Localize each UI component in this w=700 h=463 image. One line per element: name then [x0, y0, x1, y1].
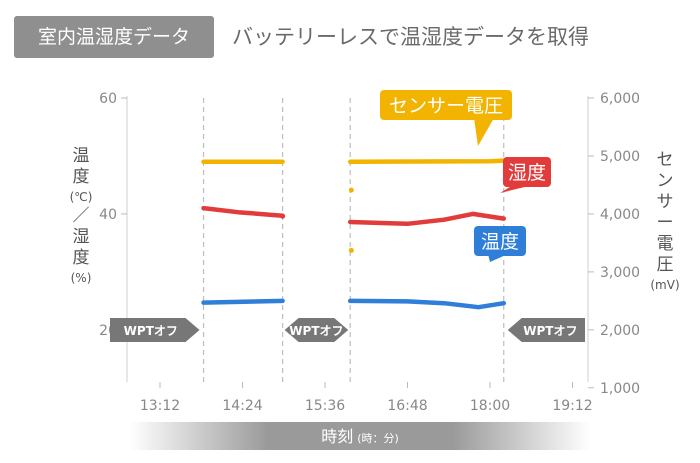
- x-tick-label: 16:48: [387, 398, 427, 414]
- callout-pointer: [474, 118, 494, 146]
- wpt-off-label: WPTオフ: [124, 324, 178, 338]
- left-axis-unit: (%): [70, 271, 92, 285]
- x-tick-label: 15:36: [305, 398, 345, 414]
- left-axis-label-char: ／: [72, 206, 90, 226]
- left-axis-label: 温 度 (℃) ／ 湿 度 (%): [66, 146, 96, 287]
- series-line: [201, 298, 285, 305]
- right-tick-label: 4,000: [600, 207, 640, 223]
- series-line: [201, 205, 285, 218]
- right-tick-label: 2,000: [600, 323, 640, 339]
- right-axis-label: セ ン サ ー 電 圧 (mV): [650, 150, 680, 294]
- right-tick-label: 6,000: [600, 91, 640, 107]
- series-line: [347, 298, 507, 310]
- right-tick-label: 3,000: [600, 265, 640, 281]
- wpt-off-arrow: [110, 318, 200, 342]
- left-axis-label-char: 温: [72, 146, 90, 166]
- chart-badge: 室内温湿度データ: [14, 16, 214, 58]
- wpt-off-arrow: [507, 318, 585, 342]
- callout-label: センサー電圧: [389, 95, 503, 117]
- x-axis-unit: (時：分): [357, 432, 399, 445]
- wpt-off-label: WPTオフ: [523, 324, 577, 338]
- x-tick-label: 19:12: [552, 398, 592, 414]
- right-axis-label-char: 電: [656, 234, 674, 254]
- callout-label: 湿度: [508, 162, 546, 184]
- right-axis-label-char: 圧: [656, 255, 674, 275]
- right-axis-label-char: ン: [656, 171, 674, 191]
- callout-label: 温度: [481, 231, 519, 253]
- series-line: [347, 158, 507, 165]
- series-point: [348, 187, 354, 193]
- left-axis-label-char: 湿: [72, 227, 90, 247]
- series-line: [347, 211, 507, 227]
- x-tick-label: 13:12: [140, 398, 180, 414]
- left-tick-label: 60: [99, 91, 117, 107]
- x-tick-label: 14:24: [222, 398, 262, 414]
- wpt-off-arrow: [284, 318, 349, 342]
- callout-box: [474, 226, 526, 256]
- wpt-off-label: WPTオフ: [289, 324, 343, 338]
- left-axis-unit: (℃): [69, 190, 93, 204]
- right-axis-label-char: サ: [656, 192, 674, 212]
- page-title: バッテリーレスで温湿度データを取得: [232, 25, 589, 49]
- left-axis-label-char: 度: [72, 248, 90, 268]
- left-axis-label-char: 度: [72, 167, 90, 187]
- x-axis-label-bar: [130, 422, 590, 450]
- callout-box: [503, 157, 551, 187]
- series-point: [280, 213, 286, 219]
- right-axis-label-char: セ: [656, 150, 674, 170]
- right-tick-label: 5,000: [600, 149, 640, 165]
- callout-box: [380, 90, 512, 120]
- left-tick-label: 40: [99, 207, 117, 223]
- x-axis-label: 時刻 (時：分): [321, 427, 399, 446]
- series-point: [348, 247, 354, 253]
- x-tick-label: 18:00: [470, 398, 510, 414]
- right-tick-label: 1,000: [600, 381, 640, 397]
- right-axis-label-char: ー: [656, 213, 674, 233]
- right-axis-unit: (mV): [650, 278, 680, 292]
